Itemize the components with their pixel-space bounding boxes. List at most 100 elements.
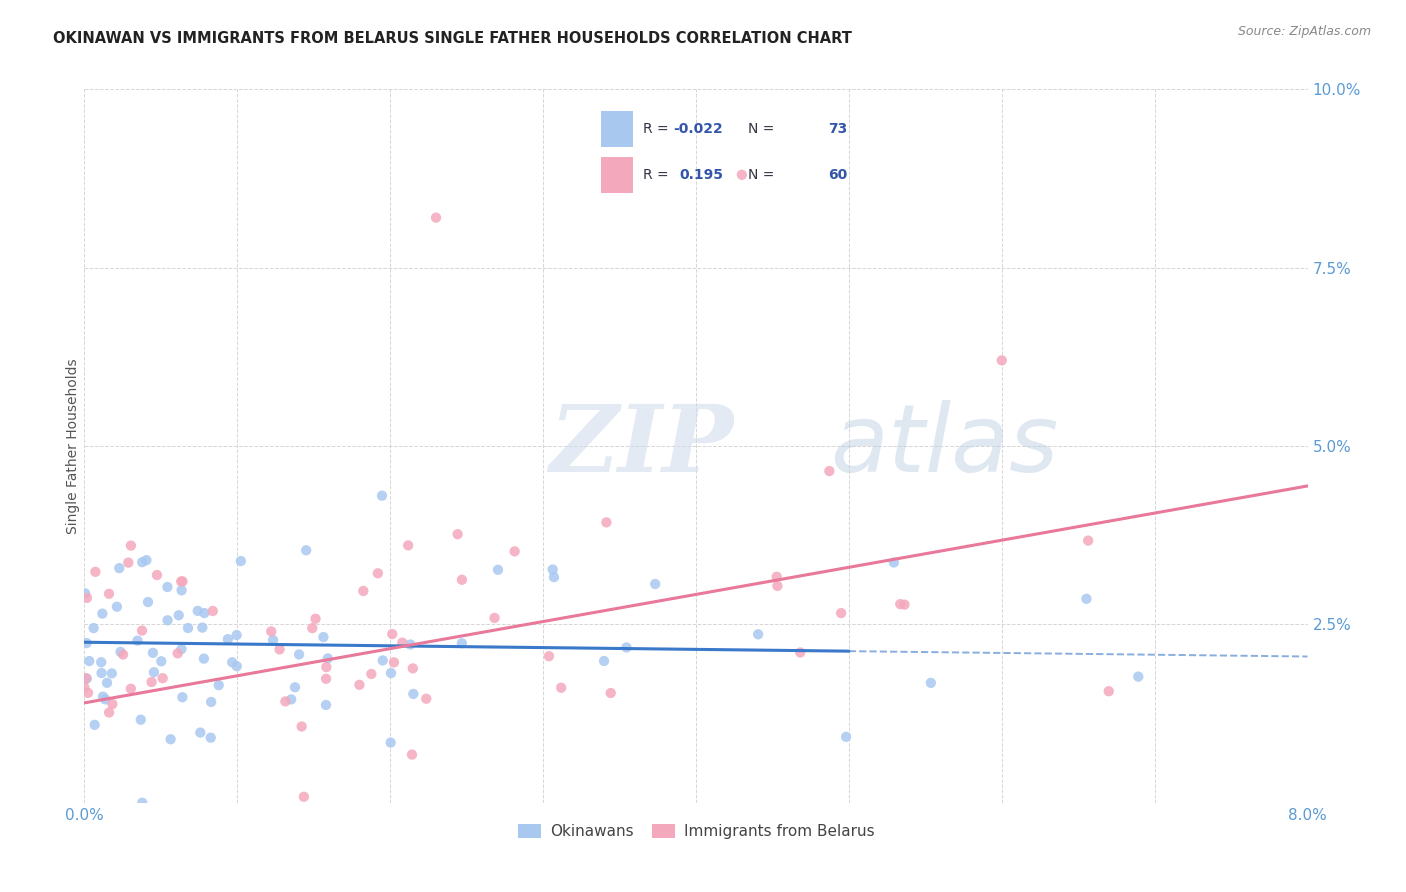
Point [292,789,315,804]
Point [152,671,174,685]
Point [260,624,283,639]
Point [396,538,419,552]
Point [766,579,789,593]
Y-axis label: Single Father Households: Single Father Households [66,359,80,533]
Point [349,678,371,692]
Point [382,656,405,670]
Point [77,654,100,668]
Point [131,624,153,638]
Point [127,633,149,648]
Point [170,583,193,598]
Point [486,563,509,577]
Point [177,621,200,635]
Point [550,681,572,695]
Point [131,796,153,810]
Point [315,698,337,712]
Point [105,599,128,614]
Point [90,655,112,669]
Point [451,573,474,587]
Point [170,642,193,657]
Point [150,654,173,668]
Point [120,539,142,553]
Point [312,630,335,644]
Point [920,676,942,690]
Point [371,653,394,667]
Point [818,464,841,478]
Point [83,621,105,635]
Point [402,687,425,701]
Point [101,666,124,681]
Point [537,649,560,664]
Point [112,648,135,662]
Point [835,730,858,744]
Point [201,604,224,618]
Point [315,660,337,674]
Point [381,627,404,641]
Point [156,580,179,594]
Point [75,671,97,685]
Point [166,646,188,660]
Point [229,554,252,568]
Point [380,735,402,749]
Point [425,211,447,225]
Point [172,574,194,589]
Point [187,604,209,618]
Point [131,555,153,569]
Point [76,591,98,605]
Point [280,692,302,706]
Point [91,690,114,704]
Legend: Okinawans, Immigrants from Belarus: Okinawans, Immigrants from Belarus [512,818,880,845]
Point [889,597,911,611]
Point [1076,591,1098,606]
Point [142,646,165,660]
Point [142,665,165,680]
Point [225,659,247,673]
Point [731,168,754,182]
Point [108,561,131,575]
Point [371,489,394,503]
Point [269,642,291,657]
Point [367,566,389,581]
Point [274,694,297,708]
Point [135,553,157,567]
Point [98,587,121,601]
Point [73,681,96,695]
Point [76,636,98,650]
Point [1128,670,1150,684]
Point [360,667,382,681]
Point [380,666,402,681]
Point [399,638,422,652]
Point [288,648,311,662]
Point [75,586,97,600]
Point [450,636,472,650]
Point [117,556,139,570]
Point [83,718,105,732]
Point [120,681,142,696]
Point [830,606,852,620]
Point [129,713,152,727]
Point [402,661,425,675]
Point [98,706,121,720]
Point [76,672,98,686]
Point [225,628,247,642]
Point [77,686,100,700]
Point [156,613,179,627]
Point [172,690,194,705]
Point [315,672,337,686]
Point [191,621,214,635]
Text: OKINAWAN VS IMMIGRANTS FROM BELARUS SINGLE FATHER HOUSEHOLDS CORRELATION CHART: OKINAWAN VS IMMIGRANTS FROM BELARUS SING… [53,31,852,46]
Point [484,611,506,625]
Point [217,632,239,647]
Point [167,608,190,623]
Point [291,719,314,733]
Point [188,725,211,739]
Point [141,675,163,690]
Point [170,574,193,589]
Point [747,627,769,641]
Point [301,621,323,635]
Point [193,651,215,665]
Point [446,527,468,541]
Point [616,640,638,655]
Point [200,695,222,709]
Point [789,645,811,659]
